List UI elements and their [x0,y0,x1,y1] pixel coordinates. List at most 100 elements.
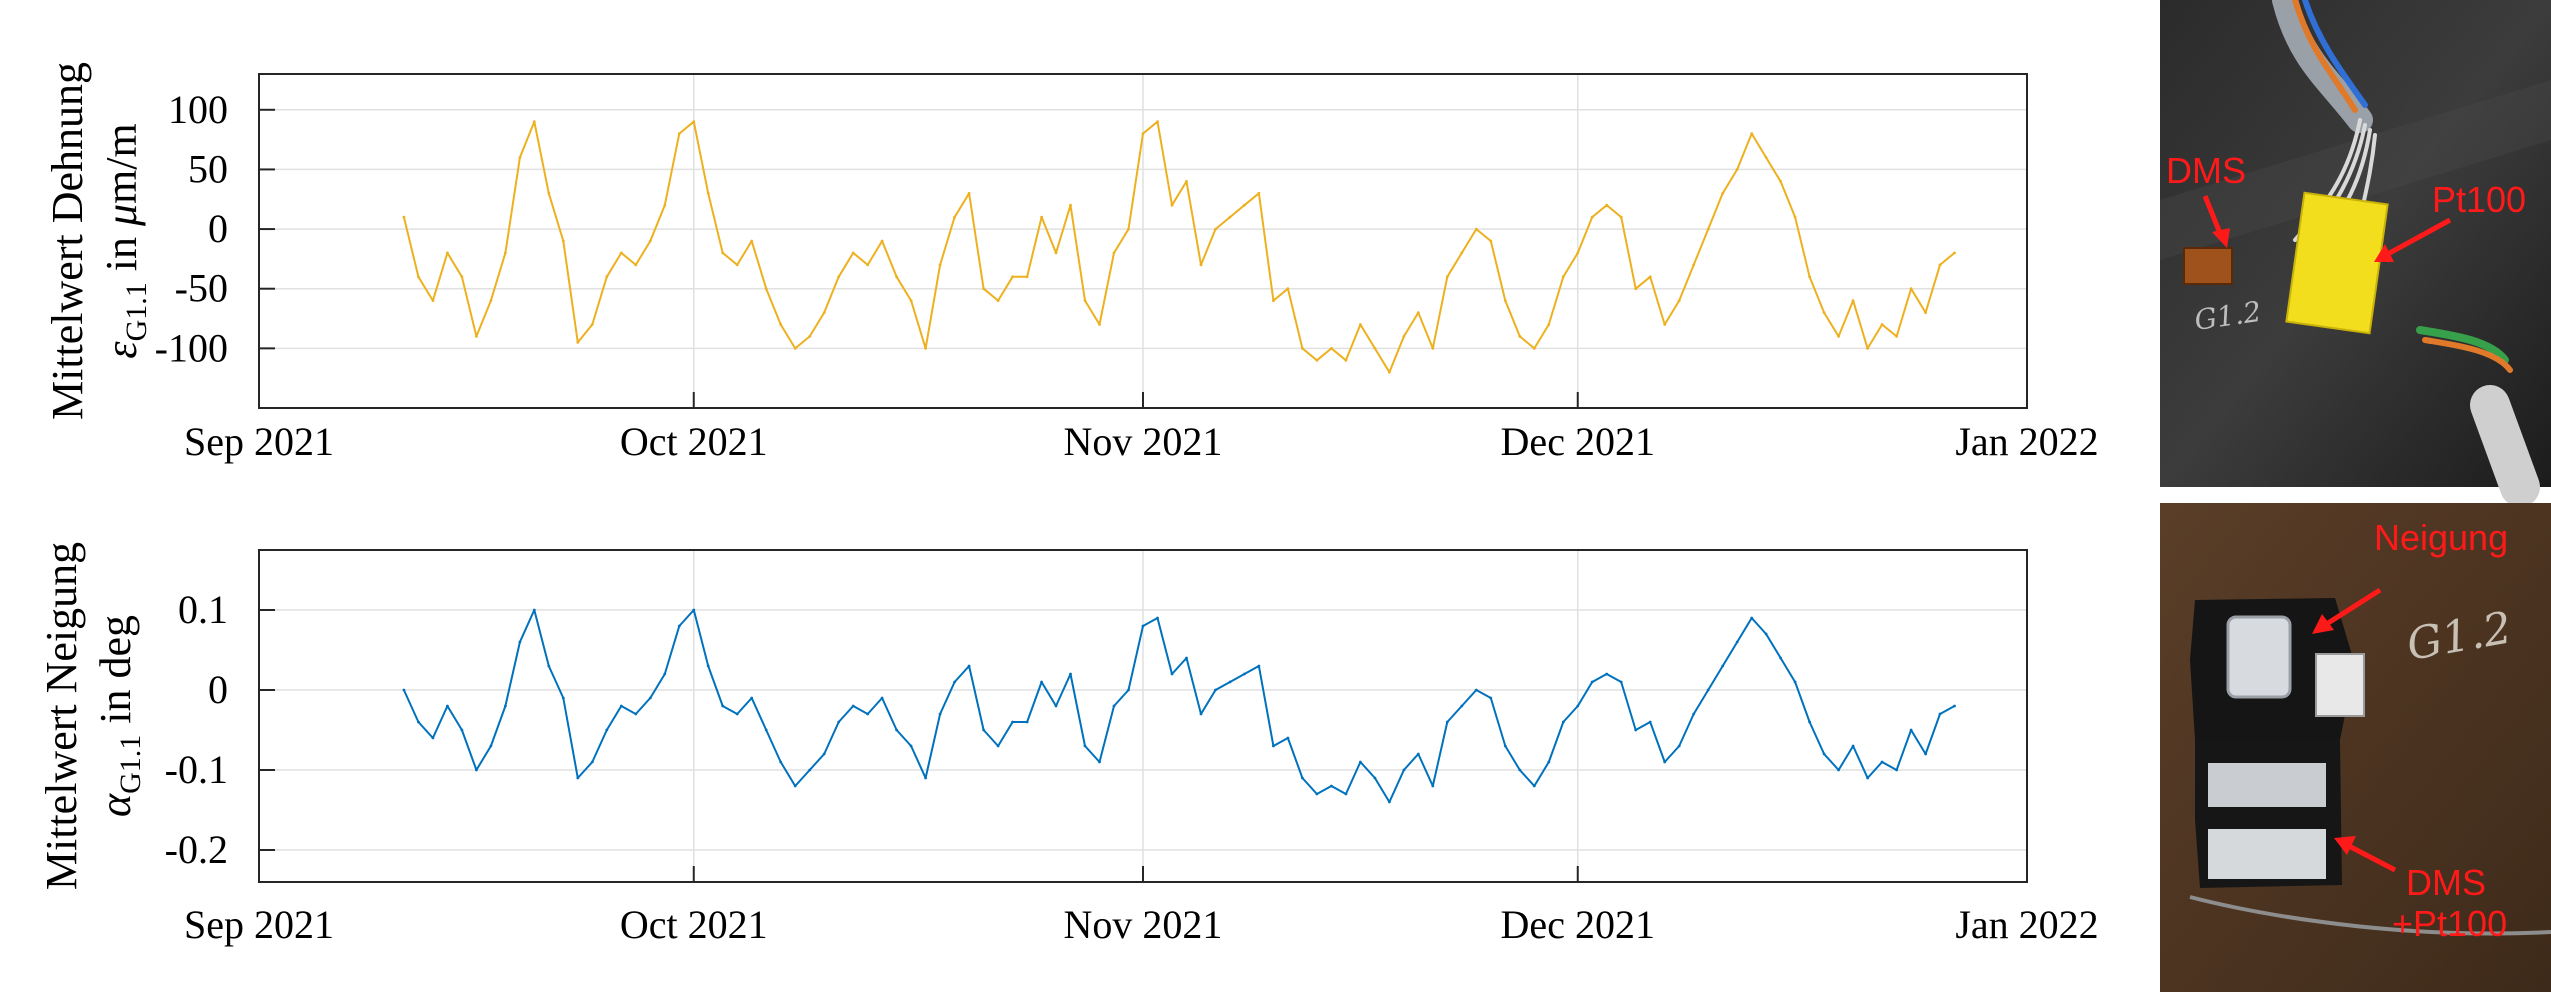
data-point [1953,704,1956,708]
data-point [1402,335,1406,338]
data-point [1822,311,1826,314]
data-point [1330,784,1333,788]
photo1-label-pt100: Pt100 [2432,179,2526,220]
data-point [446,251,449,255]
data-point [953,680,956,684]
data-point [1185,180,1188,183]
data-point [1634,728,1638,732]
data-point [1547,760,1551,764]
data-point [475,768,478,772]
arrow-dms-pt100-head [2334,836,2356,855]
data-point [750,696,754,700]
foil-strip-bottom [2208,829,2326,879]
data-point [692,120,696,124]
data-point [1576,251,1580,255]
data-point [1590,680,1594,684]
data-point [1388,800,1391,804]
data-point [561,239,565,243]
photo-reflection [2160,80,2551,260]
y-unit-prefix: in deg [91,615,140,735]
data-point [1721,664,1725,668]
data-point [431,736,435,740]
data-point [1040,215,1043,219]
data-point [1373,776,1377,780]
data-point [1489,696,1493,700]
data-point [750,239,754,243]
arrow-pt100-line [2384,217,2452,258]
data-point [1025,720,1029,724]
data-point [648,696,652,700]
data-point [808,335,812,338]
data-point [402,215,406,219]
arrow-neigung-head [2312,614,2334,634]
data-point [909,744,913,748]
data-point [793,784,797,788]
y-tick-label: -50 [175,266,228,311]
photo-inclinometer: G1.2 Neigung DMS +Pt100 [2160,503,2551,992]
data-point [431,299,435,302]
data-point [880,239,884,243]
x-tick-label: Jan 2022 [1955,419,2098,464]
y-tick-label: -0.1 [165,747,228,792]
data-point [1112,251,1116,255]
x-tick-label: Nov 2021 [1064,419,1223,464]
inclinometer-sensor-shape [2226,615,2292,699]
data-point [1431,784,1435,788]
data-point [1576,704,1580,708]
data-point [532,608,536,612]
data-point [1793,215,1797,219]
data-point [1619,680,1623,684]
y-tick-labels: 100 50 0 -50 -100 [155,87,228,371]
data-point [1880,760,1884,764]
arrow-neigung-line [2323,587,2382,628]
cable-bundle [2272,0,2540,507]
data-point [1532,784,1536,788]
data-point [779,323,783,326]
data-point [1257,664,1261,668]
data-point [1924,311,1927,314]
photo1-label-dms: DMS [2166,150,2246,191]
y-subscript: G1.1 [120,282,153,341]
data-point [982,287,985,291]
data-point [1083,744,1087,748]
data-point [1054,251,1058,255]
data-point [1706,227,1710,231]
data-point [663,672,667,676]
data-point [1474,227,1478,231]
data-point [721,251,725,255]
data-point [1518,768,1522,772]
data-point [1706,688,1710,692]
y-axis-label-line2: αG1.1 in deg [91,615,147,817]
data-point [1677,299,1681,302]
data-point [735,712,739,716]
y-symbol: α [91,793,140,817]
data-point [1170,672,1174,676]
data-point [1460,704,1464,708]
data-point [677,624,681,628]
data-point [1156,616,1159,620]
data-point [561,696,565,700]
data-point [1272,744,1275,748]
data-point [605,275,609,279]
data-point [953,215,956,219]
data-point [1851,299,1855,302]
data-point [1054,704,1058,708]
data-point [402,688,406,692]
data-point [1561,720,1565,724]
data-point [1257,191,1261,195]
y-unit: m/m [97,123,146,204]
data-point [1098,760,1101,764]
data-point [1344,358,1348,362]
data-point [706,664,710,668]
data-point [518,156,522,159]
data-point [1895,335,1898,338]
y-axis-label-line2: εG1.1 in μm/m [97,123,153,359]
data-point [1605,672,1609,676]
data-point [1953,251,1956,255]
data-point [648,239,652,243]
label-card-shape [2315,653,2365,717]
data-point [1793,680,1797,684]
data-point [982,728,985,732]
y-tick-label: -0.2 [165,827,228,872]
x-tick-label: Sep 2021 [184,419,334,464]
